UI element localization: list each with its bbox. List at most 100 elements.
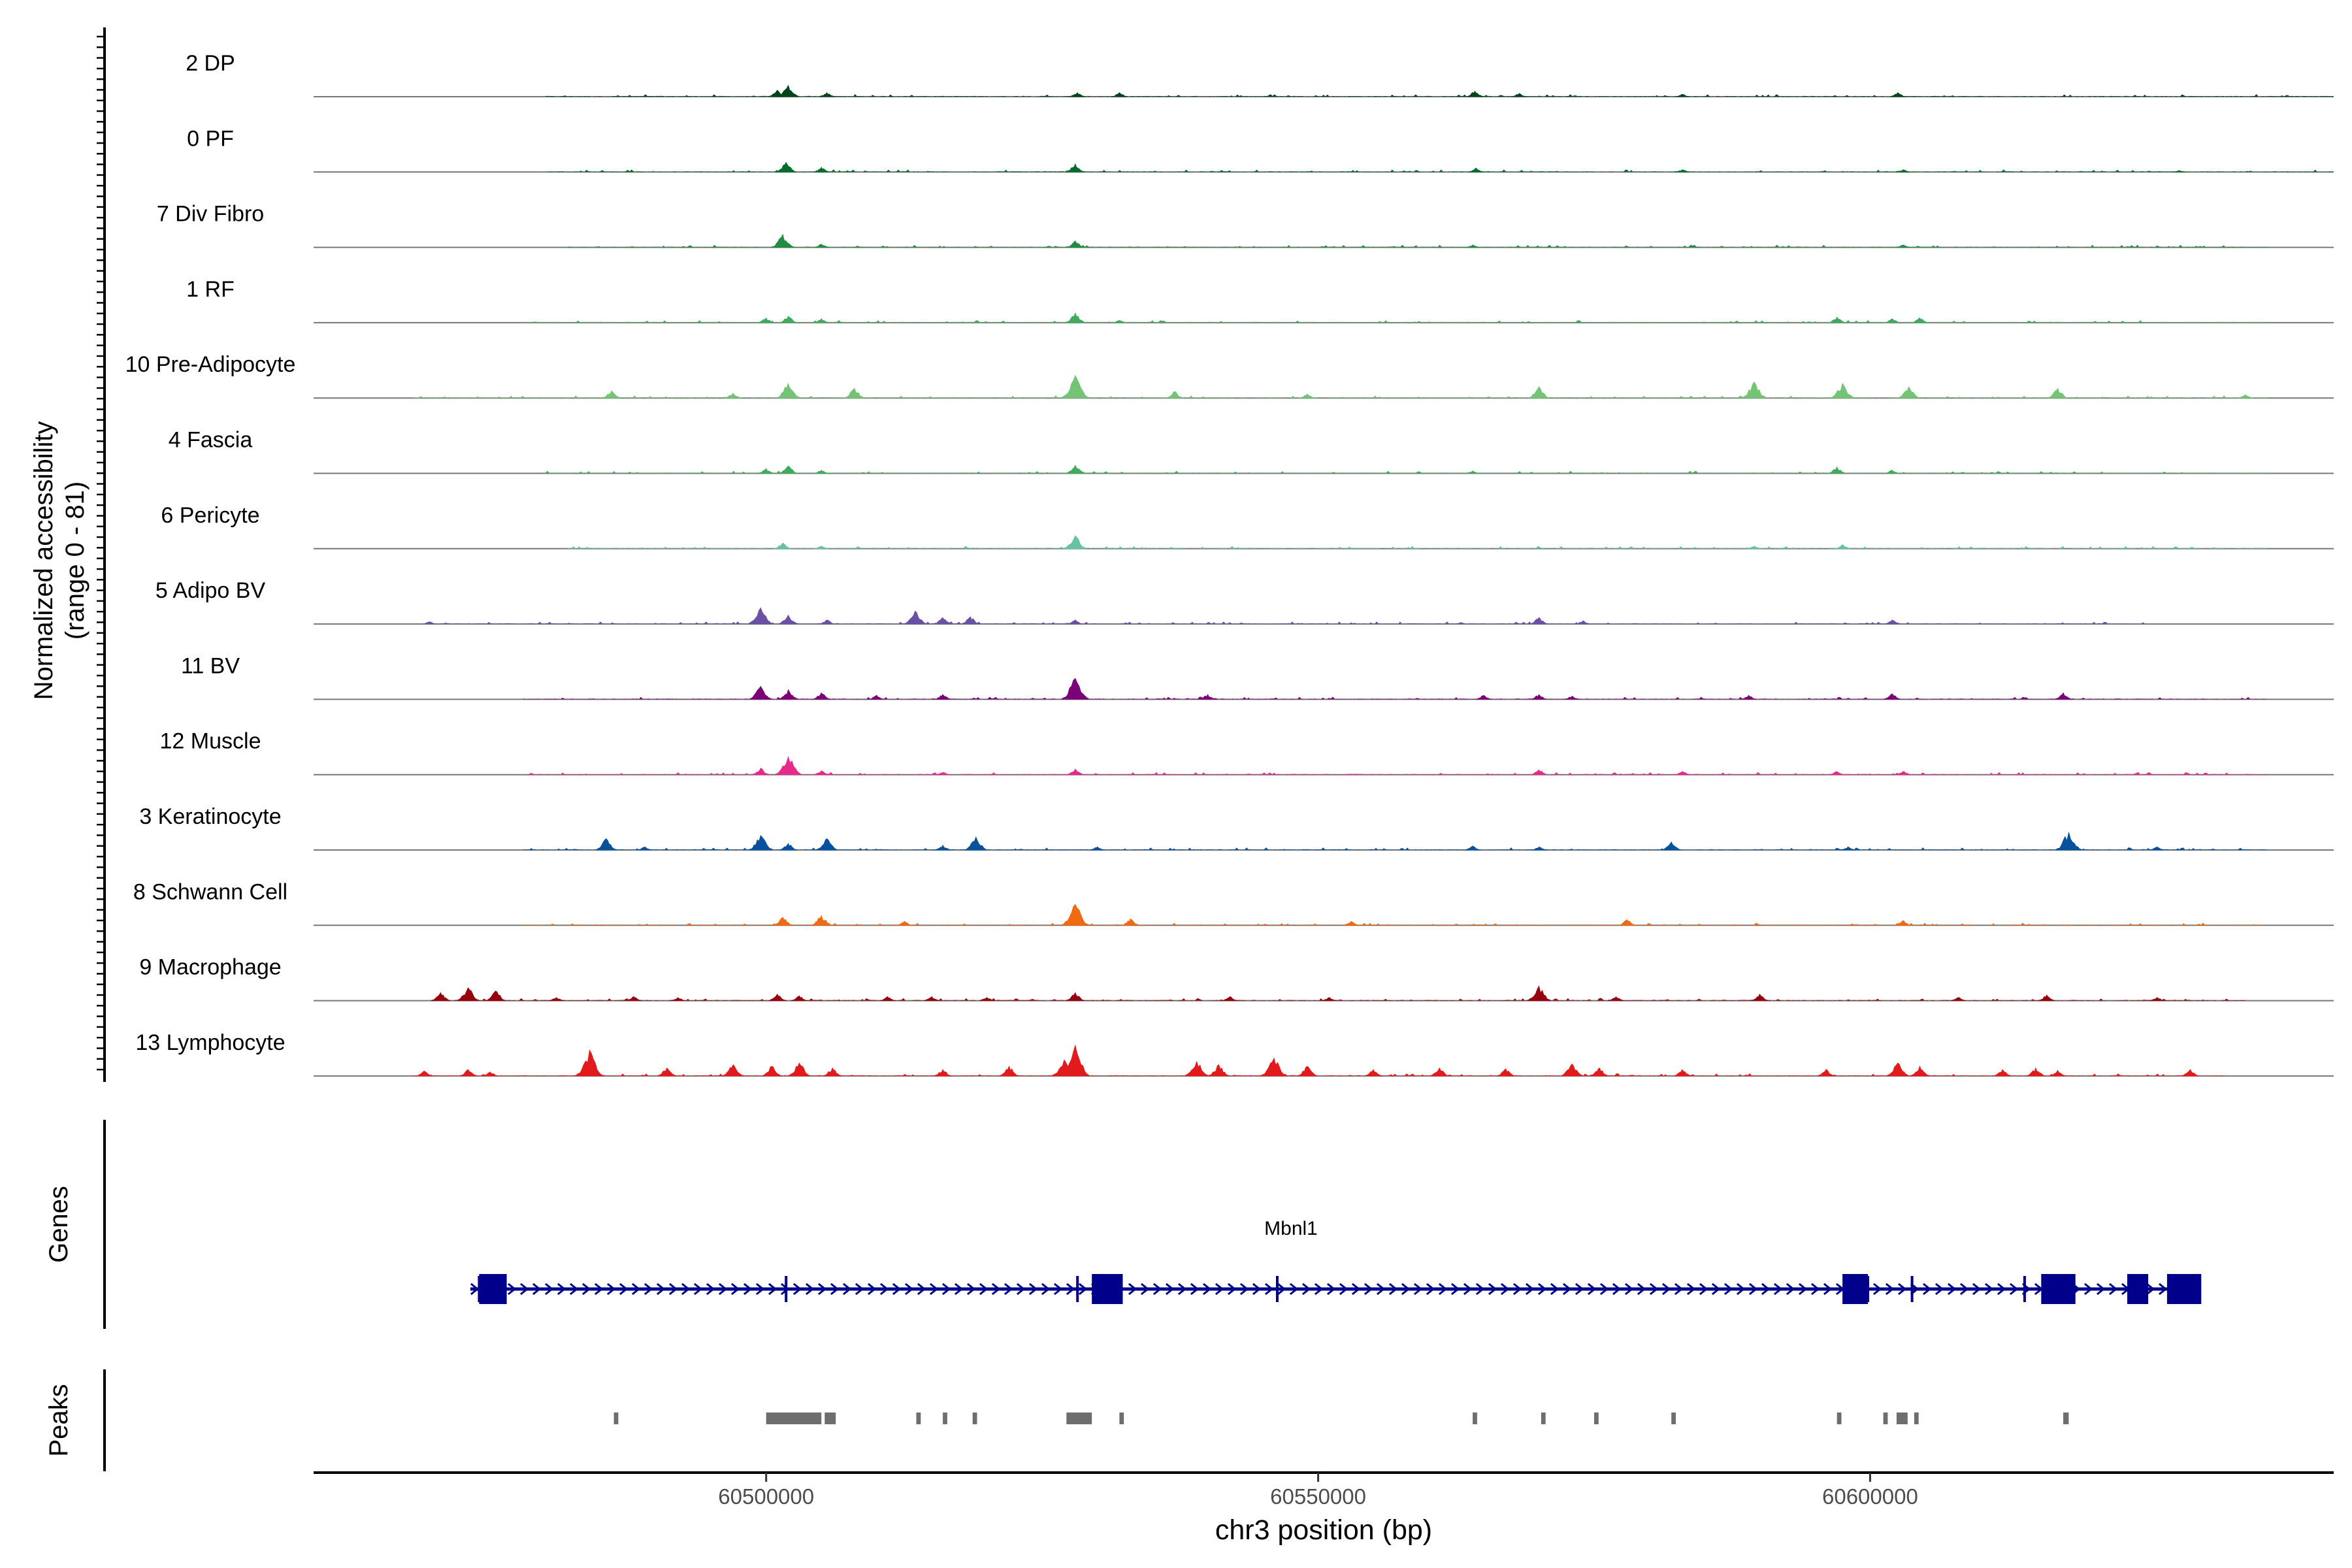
gene-strand-arrow [1413,1282,1423,1296]
gene-strand-arrow [1599,1282,1609,1296]
track-4-fascia: 4 Fascia [169,428,2334,474]
gene-strand-arrow [792,1282,802,1296]
gene-strand-arrow [817,1282,827,1296]
gene-strand-arrow [1152,1282,1162,1296]
gene-exon [479,1274,507,1304]
gene-strand-arrow [1016,1282,1026,1296]
gene-strand-arrow [1041,1282,1051,1296]
coverage-peak [868,694,885,700]
gene-strand-arrow [1190,1282,1200,1296]
coverage-peak [1299,393,1316,399]
coverage-peak [670,997,686,1001]
gene-strand-arrow [1128,1282,1137,1296]
gene-strand-arrow [519,1282,529,1296]
peak-region [916,1413,921,1424]
gene-strand-arrow [1947,1282,1957,1296]
coverage-peak [1608,996,1625,1001]
coverage-peak [879,996,896,1001]
coverage-peak [823,1067,842,1077]
coverage-peak [1111,319,1128,323]
coverage-peak [1661,841,1681,851]
track-noise-area [523,847,2268,850]
gene-strand-arrow [780,1282,790,1296]
coverage-peak [1898,385,1919,399]
coverage-peak [1061,904,1089,926]
gene-strand-arrow [1885,1282,1895,1296]
track-label: 11 BV [181,653,240,678]
track-label: 8 Schwann Cell [133,879,287,904]
coverage-peak [2237,394,2253,399]
coverage-peak [923,996,940,1001]
gene-strand-arrow [693,1282,703,1296]
coverage-peak [998,1065,1019,1077]
coverage-peak [813,546,829,549]
track-10-pre-adipocyte: 10 Pre-Adipocyte [125,352,2334,399]
gene-strand-arrow [581,1282,591,1296]
gene-strand-arrow [904,1282,914,1296]
gene-strand-arrow [644,1282,653,1296]
coverage-peak [576,1049,604,1077]
gene-strand-arrow [1897,1282,1907,1296]
gene-strand-arrow [941,1282,951,1296]
coverage-peak [2049,1070,2066,1077]
coverage-peak [791,995,808,1001]
coverage-peak [1529,617,1548,625]
gene-strand-arrow [1525,1282,1535,1296]
gene-strand-arrow [1699,1282,1708,1296]
track-noise-area [545,169,2334,172]
gene-strand-arrow [1935,1282,1944,1296]
coverage-peak [774,542,792,549]
coverage-peak [1208,1064,1230,1077]
coverage-peak [757,468,775,474]
track-noise-area [545,94,2334,97]
gene-strand-arrow [569,1282,579,1296]
gene-strand-arrow [2146,1282,2155,1296]
coverage-peak [1575,620,1592,625]
coverage-peak [1884,619,1901,625]
coverage-peak [725,393,742,399]
coverage-peak [771,233,794,248]
gene-strand-arrow [1550,1282,1560,1296]
coverage-peak [595,838,617,851]
coverage-peak [813,469,830,474]
coverage-peak [1066,768,1085,776]
gene-strand-arrow [1922,1282,1932,1296]
coverage-peak [812,692,831,700]
coverage-peak [1740,694,1757,700]
gene-strand-arrow [1587,1282,1597,1296]
coverage-peak [779,316,798,323]
coverage-peak [1166,391,1184,399]
coverage-peak [1069,92,1086,97]
gene-strand-arrow [768,1282,777,1296]
coverage-peak [1895,244,1911,248]
coverage-peak [1297,1066,1318,1077]
coverage-peak [2048,387,2068,399]
gene-strand-arrow [1252,1282,1262,1296]
gene-strand-arrow [706,1282,715,1296]
coverage-peak [1564,695,1580,700]
coverage-peak [904,610,927,625]
gene-strand-arrow [1488,1282,1497,1296]
coverage-peak [964,836,988,851]
coverage-peak [979,997,995,1001]
peak-region [613,1413,619,1424]
gene-strand-arrow [1798,1282,1808,1296]
coverage-peak [1895,771,1912,776]
track-label: 12 Muscle [160,729,261,754]
track-12-muscle: 12 Muscle [160,729,2334,776]
coverage-peak [813,318,830,323]
gene-strand-arrow [681,1282,691,1296]
gene-strand-arrow [1140,1282,1150,1296]
track-6-pericyte: 6 Pericyte [161,503,2334,549]
coverage-peak [813,770,830,776]
coverage-peak [636,846,653,851]
gene-strand-arrow [1984,1282,1994,1296]
gene-exon [2127,1274,2149,1304]
coverage-peak [1465,470,1480,474]
track-noise-area [523,923,2268,926]
peak-region [943,1413,947,1424]
coverage-peak [1261,1057,1287,1077]
coverage-peak [1561,1063,1583,1077]
gene-strand-arrow [1301,1282,1311,1296]
track-7-div-fibro: 7 Div Fibro [157,202,2334,248]
